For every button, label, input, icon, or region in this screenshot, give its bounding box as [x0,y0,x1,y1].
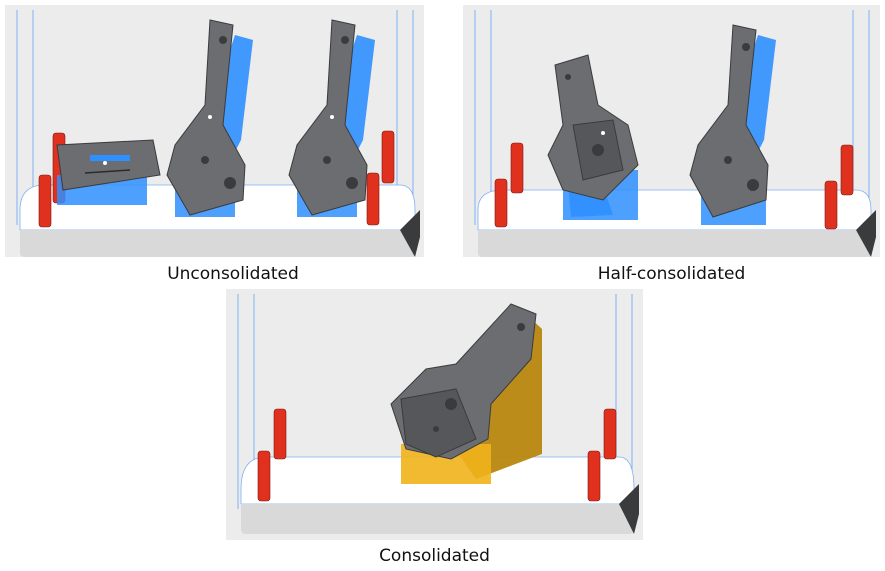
red-pin [840,144,854,196]
angled-bracket-part [166,19,253,217]
red-pin [824,180,838,230]
consolidated-part [390,303,542,484]
caption-half-consolidated: Half-consolidated [597,264,746,284]
unconsolidated-render [16,10,420,257]
red-pin [366,172,380,226]
red-pin [257,450,271,502]
red-pin [494,178,508,228]
build-plate-side [478,230,871,257]
red-pin [273,408,287,460]
red-pin [587,450,601,502]
red-pin [603,408,617,460]
half-consolidated-render [474,10,876,257]
red-pin [381,130,395,184]
flat-plate-part [56,139,161,205]
caption-unconsolidated: Unconsolidated [167,264,299,284]
unconsolidated-render-panel [5,5,424,257]
angled-bracket-part [689,24,776,225]
consolidated-render-panel [226,289,643,540]
red-pin [38,174,52,228]
consolidated-render [237,294,639,534]
merged-assembly-part [547,54,639,220]
angled-bracket-part [288,19,375,217]
build-plate-side [241,504,634,534]
caption-consolidated: Consolidated [379,546,490,566]
build-plate [477,189,872,231]
half-consolidated-render-panel [463,5,880,257]
build-plate-side [20,230,415,257]
red-pin [510,142,524,194]
